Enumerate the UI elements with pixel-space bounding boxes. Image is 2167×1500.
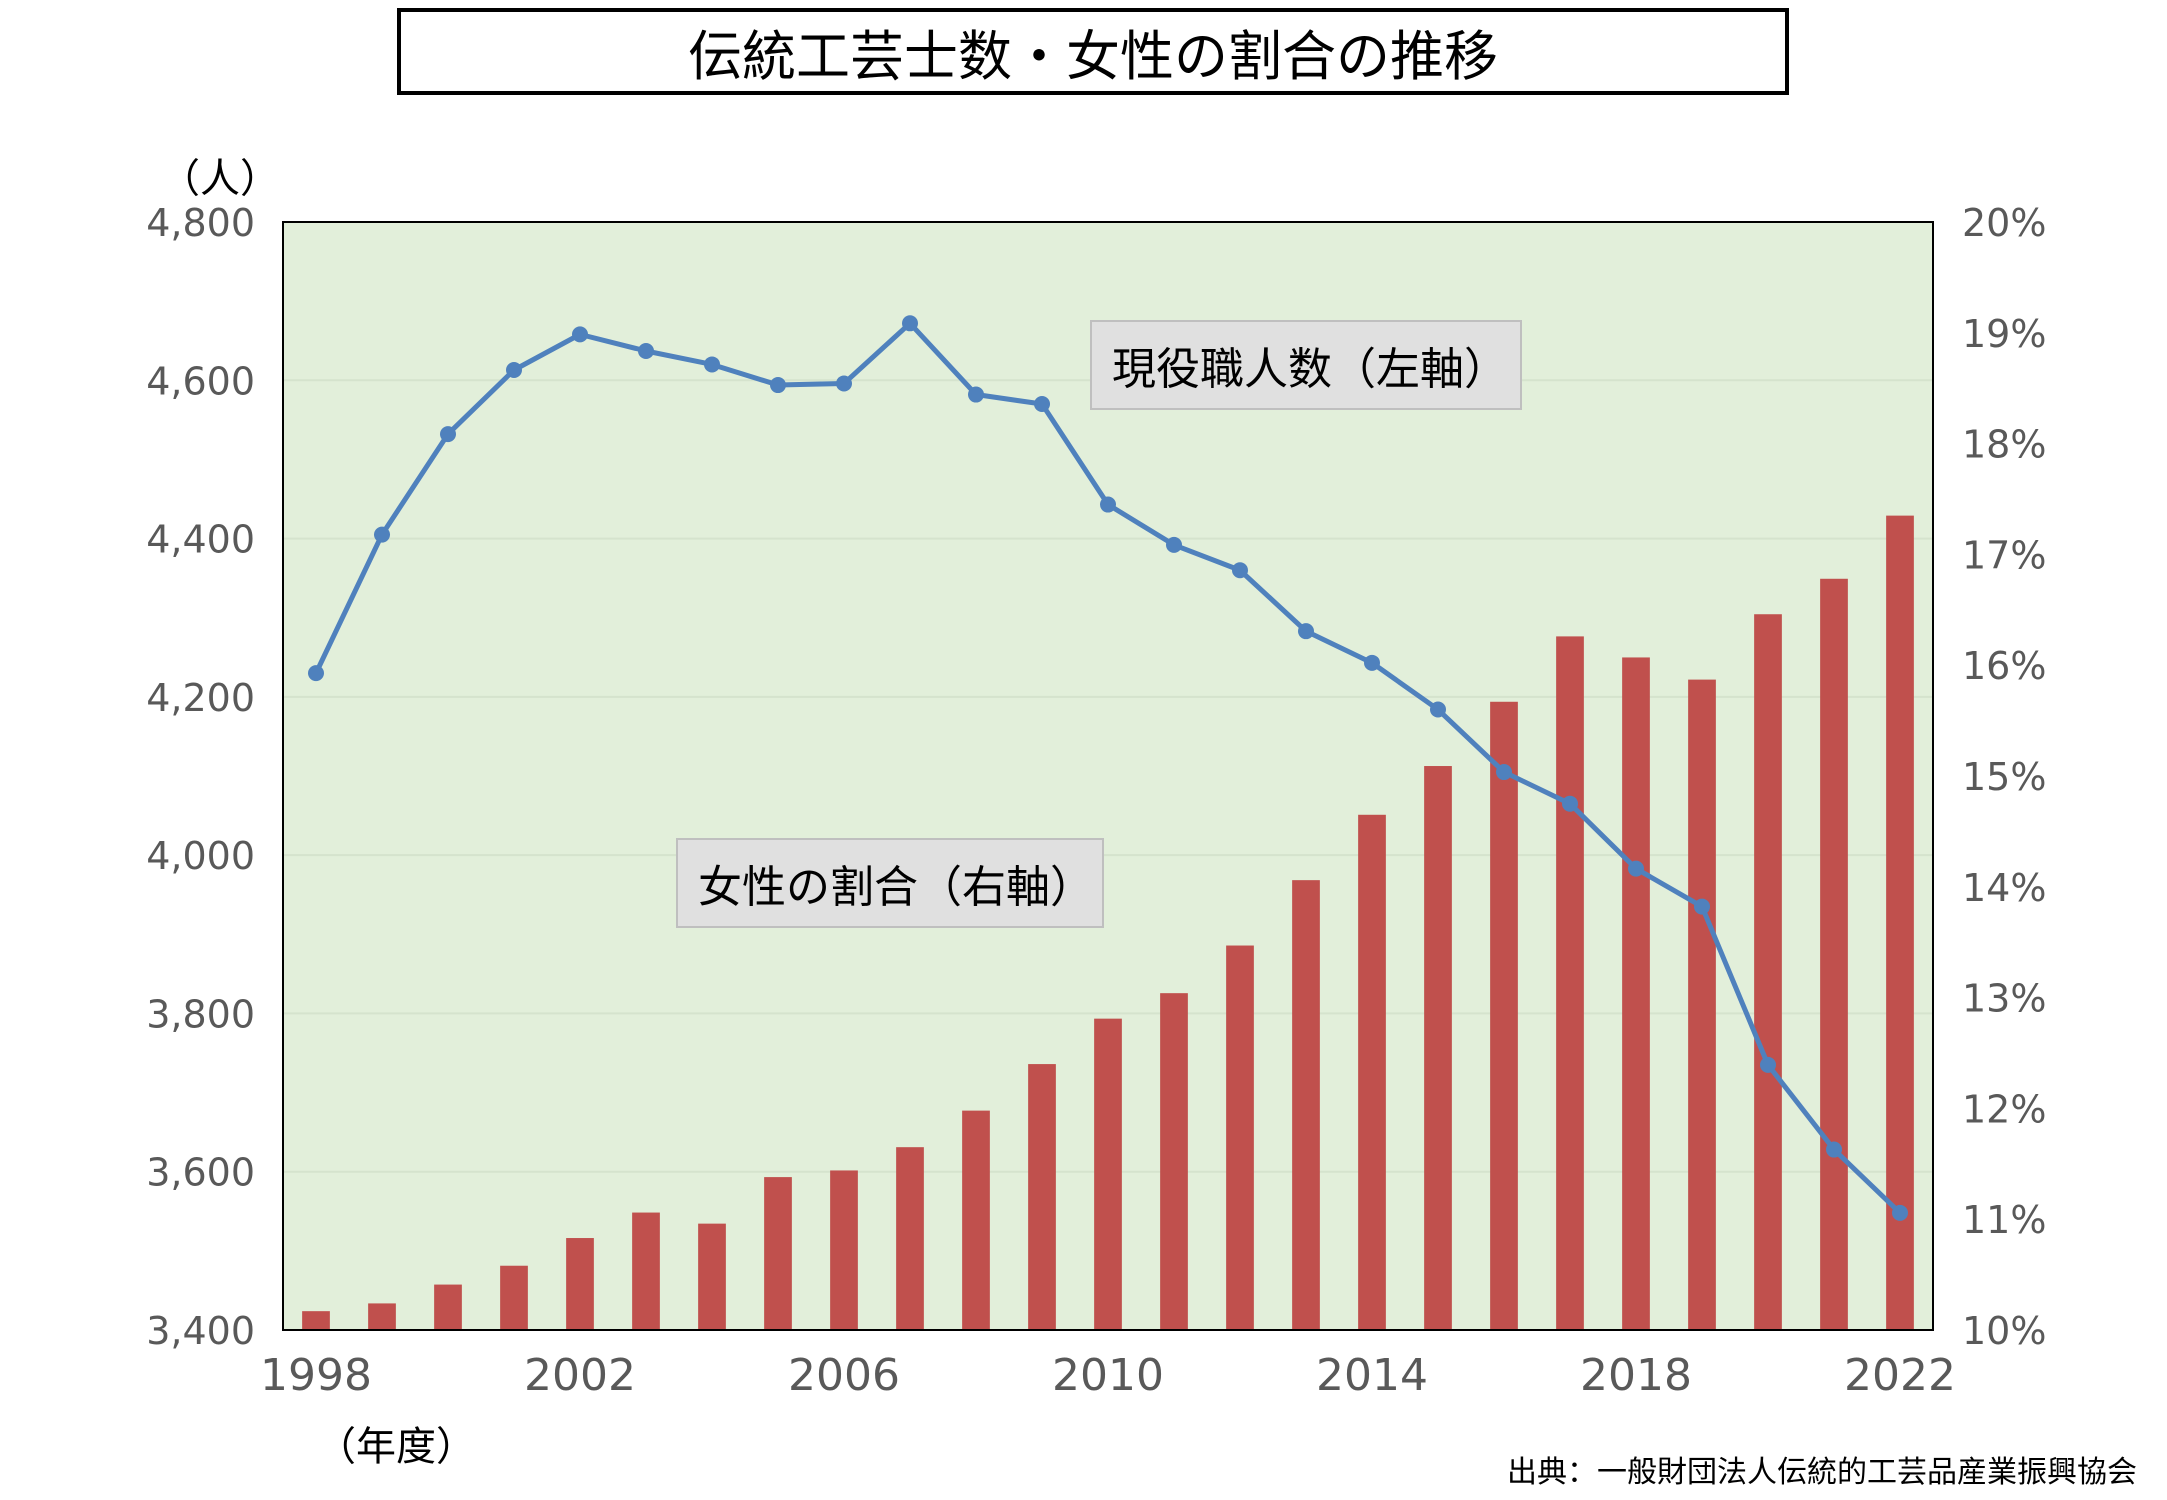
point-workers: [704, 356, 720, 373]
bar-female-ratio: [1820, 578, 1848, 1330]
bar-female-ratio: [1622, 657, 1650, 1330]
y-left-tick-label: 3,400: [146, 1309, 255, 1353]
x-tick-label: 2006: [788, 1350, 900, 1401]
y-right-tick-label: 14%: [1962, 866, 2046, 910]
plot-border: [282, 221, 1934, 1331]
y-right-tick-label: 15%: [1962, 755, 2046, 799]
y-right-tick-label: 11%: [1962, 1198, 2046, 1242]
bar-female-ratio: [1886, 515, 1914, 1330]
y-left-tick-label: 4,200: [146, 676, 255, 720]
series-label-workers: 現役職人数（左軸）: [1090, 320, 1522, 410]
point-workers: [770, 377, 786, 394]
x-tick-label: 2014: [1316, 1350, 1428, 1401]
x-tick-label: 2002: [524, 1350, 636, 1401]
point-workers: [1694, 898, 1710, 915]
point-workers: [572, 326, 588, 343]
point-workers: [374, 526, 390, 543]
bar-female-ratio: [1688, 679, 1716, 1330]
y-left-tick-label: 4,600: [146, 359, 255, 403]
bar-female-ratio: [1490, 701, 1518, 1330]
bar-female-ratio: [368, 1303, 396, 1330]
bar-female-ratio: [698, 1223, 726, 1330]
point-workers: [308, 665, 324, 682]
source-note: 出典：一般財団法人伝統的工芸品産業振興協会: [1507, 1455, 2137, 1490]
point-workers: [1232, 562, 1248, 579]
point-workers: [1826, 1141, 1842, 1158]
bar-female-ratio: [302, 1311, 330, 1330]
y-right-tick-label: 18%: [1962, 423, 2046, 467]
chart-title: 伝統工芸士数・女性の割合の推移: [397, 8, 1789, 95]
point-workers: [1760, 1056, 1776, 1073]
bar-female-ratio: [434, 1284, 462, 1330]
y-left-tick-label: 4,000: [146, 834, 255, 878]
point-workers: [1364, 654, 1380, 671]
bar-female-ratio: [1028, 1064, 1056, 1330]
point-workers: [440, 426, 456, 443]
y-right-tick-label: 19%: [1962, 312, 2046, 356]
point-workers: [1100, 496, 1116, 513]
bar-female-ratio: [1160, 993, 1188, 1330]
x-unit: （年度）: [316, 1424, 476, 1470]
bar-female-ratio: [1358, 814, 1386, 1330]
series-label-female-ratio: 女性の割合（右軸）: [676, 838, 1104, 928]
point-workers: [968, 386, 984, 403]
point-workers: [506, 361, 522, 378]
y-right-tick-label: 16%: [1962, 644, 2046, 688]
point-workers: [1166, 536, 1182, 553]
bar-female-ratio: [1754, 614, 1782, 1330]
point-workers: [1298, 623, 1314, 640]
y-left-tick-label: 3,600: [146, 1151, 255, 1195]
point-workers: [902, 315, 918, 332]
point-workers: [1430, 701, 1446, 718]
bar-female-ratio: [632, 1212, 660, 1330]
point-workers: [1496, 764, 1512, 781]
point-workers: [1892, 1204, 1908, 1221]
point-workers: [638, 343, 654, 360]
x-tick-label: 2018: [1580, 1350, 1692, 1401]
bar-female-ratio: [1094, 1018, 1122, 1330]
y-left-tick-label: 3,800: [146, 992, 255, 1036]
x-tick-label: 1998: [260, 1350, 372, 1401]
point-workers: [1562, 795, 1578, 812]
bar-female-ratio: [764, 1177, 792, 1330]
bar-female-ratio: [1424, 766, 1452, 1330]
y-left-unit: （人）: [160, 156, 280, 202]
bar-female-ratio: [566, 1238, 594, 1330]
x-tick-label: 2010: [1052, 1350, 1164, 1401]
point-workers: [836, 375, 852, 392]
bar-female-ratio: [1226, 945, 1254, 1330]
point-workers: [1628, 860, 1644, 877]
bar-female-ratio: [962, 1110, 990, 1330]
y-right-tick-label: 12%: [1962, 1087, 2046, 1131]
y-left-tick-label: 4,400: [146, 518, 255, 562]
x-tick-label: 2022: [1844, 1350, 1956, 1401]
y-right-tick-label: 20%: [1962, 201, 2046, 245]
y-left-tick-label: 4,800: [146, 201, 255, 245]
y-right-tick-label: 13%: [1962, 977, 2046, 1021]
bar-female-ratio: [1292, 880, 1320, 1330]
y-right-tick-label: 10%: [1962, 1309, 2046, 1353]
bar-female-ratio: [830, 1170, 858, 1330]
point-workers: [1034, 396, 1050, 413]
bar-female-ratio: [896, 1147, 924, 1330]
bar-female-ratio: [1556, 636, 1584, 1330]
y-right-tick-label: 17%: [1962, 533, 2046, 577]
bar-female-ratio: [500, 1265, 528, 1330]
